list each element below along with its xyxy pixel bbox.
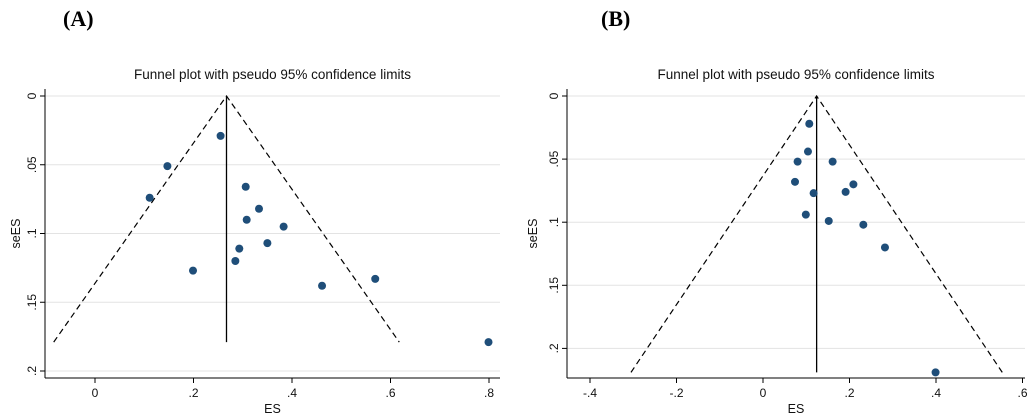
y-tick-label: .2 [547,343,561,353]
data-point [241,182,250,191]
y-axis-title: seES [526,219,540,249]
data-point [809,189,818,198]
data-point [484,338,493,347]
x-tick-label: .2 [844,386,854,400]
x-tick-label: -.2 [669,386,683,400]
y-tick-label: .1 [25,228,39,238]
x-tick-label: .4 [931,386,941,400]
x-axis-title: ES [264,402,281,416]
data-point [880,243,889,252]
y-tick-label: .1 [547,217,561,227]
x-tick-label: .6 [1017,386,1027,400]
x-tick-label: .6 [385,386,395,400]
data-point [216,131,225,140]
data-point [801,210,810,219]
plot-area [567,89,1025,378]
data-point [805,119,814,128]
data-point [793,157,802,166]
chart-title: Funnel plot with pseudo 95% confidence l… [134,67,411,82]
data-point [189,266,198,275]
y-tick-label: .15 [25,294,39,311]
data-point [371,274,380,283]
funnel-plot-b: -.4 -.2 0 .2 .4 .6 0 .05 .1 .15 .2 Funnel plot with… [526,67,1028,416]
y-axis-title: seES [9,219,23,249]
y-tick-label: .2 [25,366,39,376]
chart-title: Funnel plot with pseudo 95% confidence l… [658,67,935,82]
x-tick-label: -.4 [583,386,597,400]
data-point [318,281,327,290]
data-point [231,257,240,265]
data-point [849,180,858,189]
x-axis-title: ES [788,402,805,416]
data-point [263,239,272,248]
y-tick-label: .05 [547,150,561,167]
data-point [279,222,288,231]
data-point [859,220,868,229]
y-tick-label: 0 [547,92,561,99]
x-tick-label: .2 [188,386,198,400]
data-point [235,244,244,253]
x-tick-label: .4 [287,386,297,400]
x-tick-label: .8 [484,386,494,400]
data-point [145,193,154,202]
data-point [824,216,833,225]
x-tick-label: 0 [760,386,767,400]
data-point [242,215,251,224]
x-tick-label: 0 [92,386,99,400]
y-tick-label: .15 [547,277,561,294]
panel-label-a: (A) [63,6,94,31]
panel-label-b: (B) [601,6,631,31]
data-point [791,177,800,186]
data-point [841,187,850,196]
data-point [803,147,812,156]
data-point [828,157,837,166]
data-point [931,368,940,377]
y-tick-label: .05 [25,156,39,173]
y-tick-label: 0 [25,92,39,99]
data-point [255,204,264,213]
data-point [163,162,172,171]
funnel-plot-a: 0 .2 .4 .6 .8 0 .05 .1 .15 .2 Funnel plot with pse… [9,67,500,416]
